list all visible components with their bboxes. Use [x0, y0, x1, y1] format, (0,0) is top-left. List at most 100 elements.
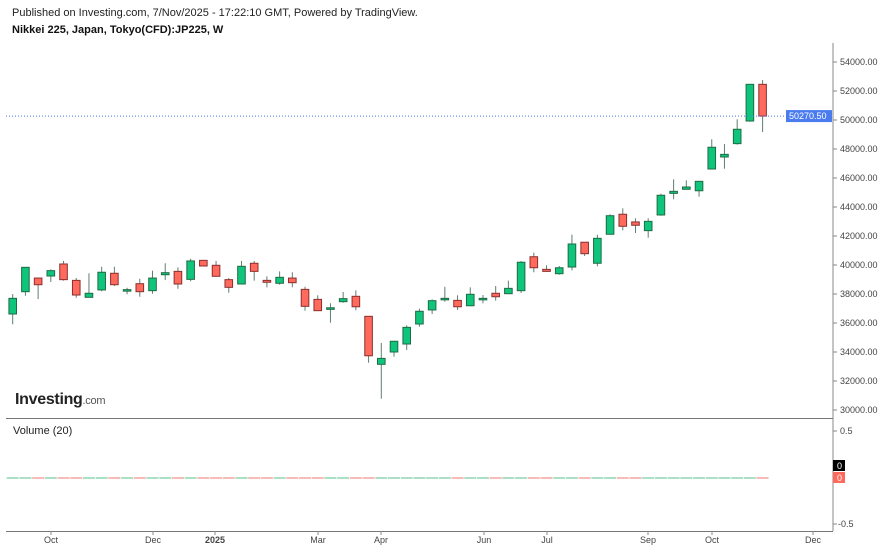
- volume-axis: 0.5 -0.5 0 0: [833, 426, 854, 529]
- candle: [732, 119, 742, 145]
- candle-body: [516, 261, 526, 292]
- candle: [148, 270, 157, 294]
- time-tick-label: Dec: [145, 535, 162, 545]
- time-tick-label: Oct: [705, 535, 720, 545]
- time-tick-label: Oct: [44, 535, 59, 545]
- candle-body: [33, 277, 43, 286]
- candle: [275, 271, 284, 285]
- candle: [631, 218, 640, 233]
- candle-body: [59, 263, 68, 281]
- candle-body: [415, 310, 424, 325]
- candle: [567, 234, 577, 271]
- candle-body: [300, 288, 310, 307]
- candle-body: [237, 265, 246, 285]
- candle: [605, 214, 615, 235]
- candle-body: [618, 213, 628, 227]
- candle-body: [71, 279, 81, 296]
- candle-body: [249, 262, 259, 272]
- candle-body: [529, 256, 539, 269]
- candle: [504, 280, 513, 295]
- candle: [338, 291, 348, 303]
- candle: [440, 286, 450, 302]
- candle: [516, 260, 526, 293]
- candle: [453, 295, 462, 310]
- candle: [682, 180, 691, 190]
- price-axis[interactable]: 54000.00 52000.00 50000.00 48000.00 46000.00…: [833, 57, 878, 415]
- candle: [84, 273, 94, 298]
- candle: [669, 179, 678, 200]
- time-tick-label: Sep: [640, 535, 656, 545]
- candle-body: [8, 297, 17, 315]
- volume-indicator-label: Volume (20): [13, 425, 73, 437]
- candle-body: [732, 128, 742, 145]
- candle-body: [275, 276, 284, 284]
- candle: [237, 260, 246, 285]
- candle-body: [427, 300, 437, 311]
- candle: [173, 267, 183, 289]
- price-tick-label: 34000.00: [840, 347, 878, 357]
- price-tick-label: 36000.00: [840, 318, 878, 328]
- candle-body: [402, 326, 412, 345]
- candle: [415, 308, 424, 327]
- candle-body: [580, 241, 589, 255]
- candle-body: [326, 307, 335, 310]
- price-tick-label: 42000.00: [840, 231, 878, 241]
- candle: [110, 266, 119, 287]
- candle: [300, 286, 310, 311]
- candle: [376, 343, 386, 399]
- time-axis[interactable]: Oct Dec 2025 Mar Apr Jun Jul Sep Oct Dec: [44, 531, 822, 545]
- candle: [364, 315, 373, 363]
- price-tick-label: 50000.00: [840, 115, 878, 125]
- candle-body: [669, 190, 678, 194]
- candle-body: [122, 289, 132, 292]
- price-tick-label: 38000.00: [840, 289, 878, 299]
- candle-body: [211, 264, 221, 277]
- candle: [580, 241, 589, 257]
- candle: [288, 272, 297, 288]
- candle-body: [504, 287, 513, 295]
- candle: [554, 266, 564, 275]
- candle-body: [491, 292, 500, 298]
- candle: [224, 278, 234, 293]
- candle: [46, 269, 56, 282]
- candle-body: [440, 297, 450, 301]
- candle: [313, 295, 323, 312]
- candle-body: [110, 272, 119, 286]
- candle: [618, 208, 628, 231]
- candle-body: [97, 271, 106, 291]
- candle: [211, 260, 221, 277]
- candle-body: [643, 220, 653, 232]
- candle-body: [758, 83, 767, 117]
- candle-body: [376, 357, 386, 365]
- candle-body: [46, 270, 56, 277]
- candle-body: [364, 315, 373, 357]
- price-tick-label: 40000.00: [840, 260, 878, 270]
- candle-body: [186, 260, 195, 280]
- candle-body: [682, 186, 691, 190]
- candle: [593, 234, 602, 267]
- candle-body: [338, 298, 348, 303]
- candle-body: [313, 298, 323, 312]
- published-info: Published on Investing.com, 7/Nov/2025 -…: [12, 7, 418, 19]
- candle-body: [224, 279, 234, 288]
- candle-body: [173, 270, 183, 285]
- candle: [491, 286, 500, 301]
- candle-body: [288, 277, 297, 284]
- candle-body: [84, 292, 94, 298]
- candle-body: [593, 237, 602, 264]
- candle: [199, 259, 208, 267]
- candle-body: [148, 277, 157, 292]
- time-tick-label: Mar: [310, 535, 326, 545]
- candle: [186, 258, 195, 282]
- candle: [122, 287, 132, 295]
- candle-body: [465, 293, 475, 307]
- volume-value-down: 0: [837, 473, 842, 483]
- candle-body: [478, 297, 488, 301]
- symbol-title: Nikkei 225, Japan, Tokyo(CFD):JP225, W: [12, 24, 224, 36]
- candle-body: [135, 283, 145, 293]
- candle: [656, 193, 666, 216]
- time-tick-label: Jun: [477, 535, 492, 545]
- candle: [402, 325, 412, 350]
- price-tick-label: 54000.00: [840, 57, 878, 67]
